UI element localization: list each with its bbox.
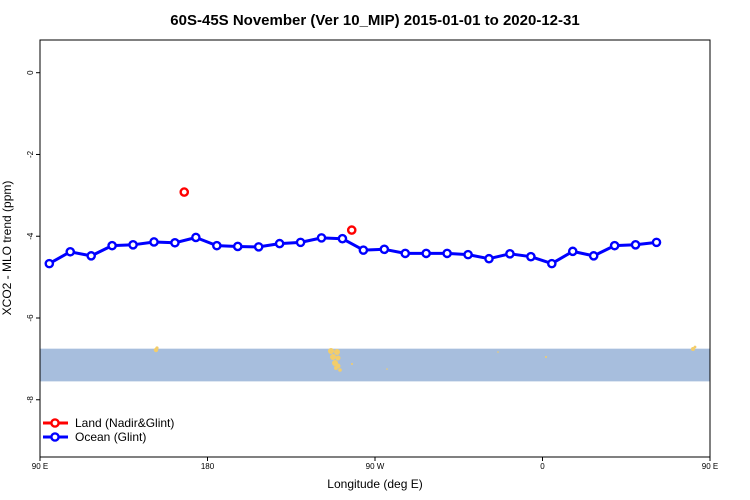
land-patch: [693, 345, 697, 349]
x-axis: 90 E 180 90 W 0 90 E: [32, 457, 718, 471]
data-point: [337, 233, 348, 244]
land-patch: [334, 349, 340, 355]
data-point: [400, 248, 411, 259]
data-point: [232, 241, 243, 252]
data-point: [547, 258, 557, 269]
ocean-band: [40, 348, 710, 382]
series-line: [48, 236, 657, 266]
legend-label: Ocean (Glint): [75, 430, 146, 444]
land-patches: [153, 345, 697, 372]
series-layer: [44, 187, 662, 269]
chart-title: 60S-45S November (Ver 10_MIP) 2015-01-01…: [170, 12, 579, 29]
data-point: [630, 240, 641, 250]
data-point: [253, 242, 264, 252]
data-point: [609, 240, 620, 251]
y-tick-label: -8: [26, 396, 35, 404]
data-point: [346, 225, 357, 235]
y-tick-label: 0: [26, 70, 35, 75]
data-point: [484, 253, 494, 264]
data-point: [170, 237, 180, 248]
data-point: [295, 237, 306, 248]
data-point: [107, 240, 117, 251]
data-point: [179, 187, 190, 197]
data-point: [588, 251, 599, 261]
x-axis-title: Longitude (deg E): [327, 477, 422, 491]
land-patch: [334, 366, 338, 370]
series-ocean-glint: [44, 232, 662, 269]
data-point: [421, 248, 431, 259]
land-patch: [338, 368, 342, 372]
land-patch: [335, 355, 341, 361]
data-point: [505, 249, 515, 259]
data-point: [379, 244, 390, 255]
y-axis: 0 -2 -4 -6 -8: [26, 70, 40, 403]
y-tick-label: -2: [26, 150, 35, 158]
legend: Land (Nadir&Glint)Ocean (Glint): [43, 416, 174, 444]
data-point: [191, 232, 201, 243]
data-point: [44, 258, 55, 269]
data-point: [316, 233, 327, 243]
map-strip: [40, 345, 710, 382]
x-tick-label: 180: [201, 462, 215, 471]
data-point: [651, 237, 662, 248]
data-point: [567, 246, 578, 257]
legend-label: Land (Nadir&Glint): [75, 416, 174, 430]
data-point: [86, 251, 96, 261]
x-tick-label: 90 E: [702, 462, 718, 471]
land-patch: [155, 346, 159, 350]
data-point: [442, 248, 452, 259]
legend-marker: [50, 432, 60, 442]
data-point: [526, 251, 536, 262]
data-point: [358, 245, 369, 255]
land-patch: [386, 368, 388, 370]
y-tick-label: -6: [26, 314, 35, 322]
data-point: [128, 240, 138, 250]
land-patch: [328, 348, 334, 354]
data-point: [65, 246, 76, 257]
series-land-nadir-glint: [179, 187, 357, 235]
land-patch: [330, 354, 336, 360]
land-patch: [351, 363, 353, 365]
x-tick-label: 90 E: [32, 462, 48, 471]
x-tick-label: 90 W: [366, 462, 385, 471]
data-point: [274, 238, 285, 249]
y-tick-label: -4: [26, 232, 35, 240]
land-patch: [545, 356, 547, 358]
y-axis-title: XCO2 - MLO trend (ppm): [0, 181, 14, 316]
land-patch: [691, 347, 695, 351]
legend-marker: [50, 418, 60, 428]
data-point: [149, 237, 159, 247]
land-patch: [497, 351, 499, 353]
data-point: [212, 240, 222, 251]
data-point: [463, 249, 473, 260]
x-tick-label: 0: [540, 462, 545, 471]
